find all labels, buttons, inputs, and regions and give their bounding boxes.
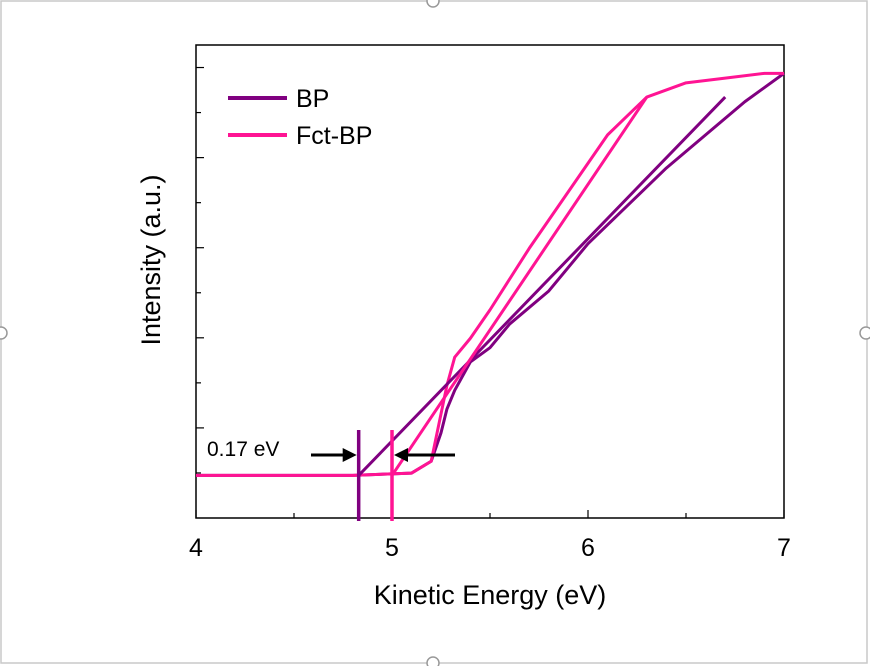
y-axis-title: Intensity (a.u.)	[136, 174, 166, 345]
gap-arrowhead-right	[394, 448, 408, 462]
resize-handle-left[interactable]	[0, 326, 8, 340]
x-tick-label: 5	[385, 534, 399, 562]
gap-arrowhead-left	[342, 448, 357, 462]
resize-handle-bottom[interactable]	[426, 656, 440, 666]
legend-label: BP	[296, 85, 329, 113]
series-line-fct-bp	[196, 71, 784, 477]
gap-annotation-label: 0.17 eV	[207, 438, 279, 461]
legend-label: Fct-BP	[296, 122, 372, 150]
fit-line	[390, 96, 649, 477]
x-axis-title: Kinetic Energy (eV)	[374, 580, 607, 610]
plot-frame	[195, 44, 785, 519]
x-tick-label: 7	[777, 534, 791, 562]
plot-area: 4 5 6 7 BP Fct-BP	[189, 44, 791, 562]
resize-handle-top[interactable]	[426, 0, 440, 8]
x-tick-label: 4	[189, 534, 203, 562]
x-tick-label: 6	[581, 534, 595, 562]
resize-handle-right[interactable]	[859, 326, 870, 340]
fit-line	[357, 95, 727, 477]
